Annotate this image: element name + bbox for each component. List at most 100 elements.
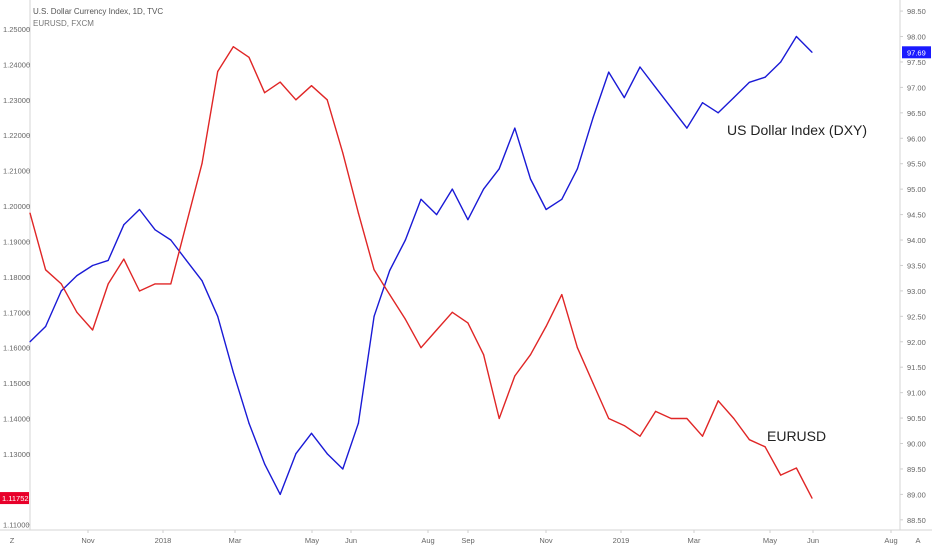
right-tick-label: 88.50 — [907, 516, 926, 525]
data-point-us-dollar-index-dxy — [717, 112, 719, 114]
data-point-eurusd — [451, 311, 453, 313]
annotation-eurusd: EURUSD — [767, 428, 826, 444]
data-point-us-dollar-index-dxy — [170, 239, 172, 241]
data-point-eurusd — [373, 269, 375, 271]
data-point-eurusd — [29, 212, 31, 214]
left-tick-label: 1.16000 — [3, 344, 30, 353]
axes — [0, 0, 932, 531]
right-tick-label: 89.00 — [907, 490, 926, 499]
data-point-eurusd — [45, 269, 47, 271]
right-tick-label: 94.00 — [907, 236, 926, 245]
right-tick-label: 92.00 — [907, 338, 926, 347]
data-point-us-dollar-index-dxy — [154, 229, 156, 231]
data-point-us-dollar-index-dxy — [357, 422, 360, 424]
data-point-eurusd — [795, 467, 797, 469]
data-point-eurusd — [279, 81, 281, 83]
right-tick-label: 93.50 — [907, 261, 926, 270]
data-point-us-dollar-index-dxy — [373, 315, 375, 317]
data-point-us-dollar-index-dxy — [670, 107, 672, 109]
data-point-eurusd — [232, 46, 234, 48]
data-point-us-dollar-index-dxy — [764, 76, 766, 78]
data-point-us-dollar-index-dxy — [185, 259, 187, 261]
data-point-us-dollar-index-dxy — [232, 371, 234, 373]
right-tick-label: 93.00 — [907, 287, 926, 296]
data-point-eurusd — [76, 311, 78, 313]
data-point-eurusd — [357, 212, 360, 214]
annotation-us-dollar-index-dxy: US Dollar Index (DXY) — [727, 122, 867, 138]
data-point-us-dollar-index-dxy — [639, 66, 641, 68]
data-point-eurusd — [733, 417, 735, 420]
series-line-us-dollar-index-dxy — [29, 35, 813, 496]
data-point-us-dollar-index-dxy — [295, 453, 297, 455]
axis-corner-left: Z — [10, 536, 15, 545]
data-point-us-dollar-index-dxy — [123, 224, 125, 226]
data-point-eurusd — [576, 347, 579, 349]
data-point-eurusd — [326, 99, 328, 101]
right-tick-label: 97.00 — [907, 83, 926, 92]
data-point-us-dollar-index-dxy — [608, 71, 610, 73]
right-tick-label: 91.50 — [907, 363, 926, 372]
data-point-us-dollar-index-dxy — [467, 219, 469, 221]
data-point-eurusd — [248, 56, 250, 58]
x-axis: Nov 2018 Mar May Jun Aug Sep Nov 2019 Mar May Jun Au… — [10, 530, 921, 545]
data-point-us-dollar-index-dxy — [811, 51, 813, 53]
data-point-eurusd — [123, 258, 125, 260]
data-point-us-dollar-index-dxy — [107, 259, 109, 261]
right-tick-label: 90.00 — [907, 440, 926, 449]
data-point-us-dollar-index-dxy — [138, 208, 141, 211]
data-point-us-dollar-index-dxy — [436, 213, 438, 216]
data-point-eurusd — [154, 283, 156, 285]
data-point-eurusd — [592, 382, 594, 384]
right-tick-label: 98.00 — [907, 33, 926, 42]
data-point-eurusd — [608, 417, 610, 420]
x-tick-label: Aug — [884, 536, 897, 545]
data-point-us-dollar-index-dxy — [686, 127, 688, 129]
left-tick-label: 1.18000 — [3, 273, 30, 282]
right-tick-label: 96.00 — [907, 134, 926, 143]
x-tick-label: Jun — [807, 536, 819, 545]
data-point-us-dollar-index-dxy — [795, 35, 797, 38]
data-point-eurusd — [764, 446, 766, 448]
left-tick-label: 1.25000 — [3, 25, 30, 34]
left-axis: 1.25000 1.24000 1.23000 1.22000 1.21000 1.200… — [0, 25, 30, 530]
data-point-us-dollar-index-dxy — [342, 468, 344, 470]
data-point-us-dollar-index-dxy — [592, 117, 594, 119]
data-point-eurusd — [498, 417, 500, 420]
data-point-eurusd — [701, 435, 704, 437]
data-point-eurusd — [717, 400, 719, 402]
data-point-eurusd — [686, 417, 688, 420]
x-tick-label: Mar — [688, 536, 701, 545]
data-point-eurusd — [529, 354, 532, 356]
x-tick-label: Mar — [229, 536, 242, 545]
right-tick-label: 95.00 — [907, 185, 926, 194]
data-point-eurusd — [545, 325, 547, 328]
data-point-eurusd — [420, 347, 422, 349]
data-point-us-dollar-index-dxy — [279, 493, 281, 495]
left-last-value-badge — [0, 492, 29, 505]
data-point-eurusd — [138, 290, 141, 292]
right-tick-label: 96.50 — [907, 109, 926, 118]
data-point-us-dollar-index-dxy — [733, 96, 735, 99]
data-point-us-dollar-index-dxy — [701, 102, 704, 104]
data-point-us-dollar-index-dxy — [91, 264, 94, 267]
data-point-eurusd — [295, 99, 297, 101]
right-tick-label: 97.50 — [907, 58, 926, 67]
data-point-eurusd — [514, 375, 516, 377]
left-tick-label: 1.13000 — [3, 450, 30, 459]
data-point-us-dollar-index-dxy — [45, 325, 47, 328]
data-point-eurusd — [170, 283, 172, 285]
data-point-us-dollar-index-dxy — [60, 290, 62, 292]
left-tick-label: 1.17000 — [3, 308, 30, 317]
series-layer — [29, 35, 813, 499]
right-tick-label: 90.50 — [907, 414, 926, 423]
left-tick-label: 1.15000 — [3, 379, 30, 388]
data-point-us-dollar-index-dxy — [201, 280, 203, 282]
data-point-eurusd — [811, 497, 813, 499]
data-point-eurusd — [404, 318, 406, 320]
data-point-us-dollar-index-dxy — [404, 239, 406, 241]
right-tick-label: 91.00 — [907, 389, 926, 398]
left-last-value-label: 1.11752 — [2, 494, 29, 503]
